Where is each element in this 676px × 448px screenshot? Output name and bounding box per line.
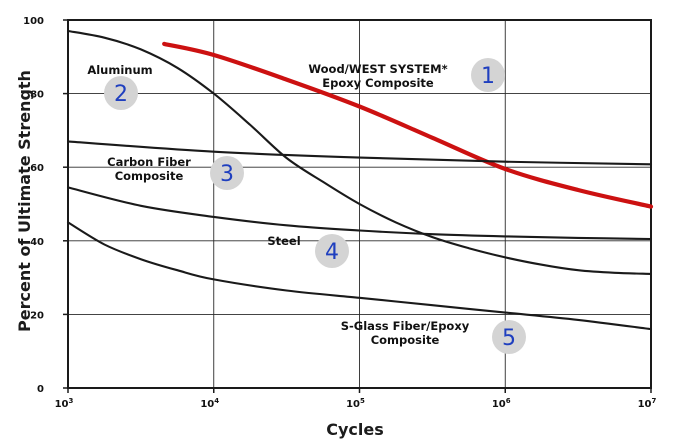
badge-circle: [104, 76, 138, 110]
x-tick-label: 107: [638, 397, 657, 410]
series-label-line: S-Glass Fiber/Epoxy: [341, 319, 470, 333]
badge-5: 5: [492, 320, 526, 354]
badge-2: 2: [104, 76, 138, 110]
badge-number: 1: [481, 64, 495, 89]
y-tick-label: 20: [30, 310, 44, 321]
y-tick-label: 80: [30, 90, 44, 101]
series-label-line: Wood/WEST SYSTEM*: [308, 62, 447, 76]
y-tick-label: 100: [23, 16, 44, 27]
series-label-5: S-Glass Fiber/Epoxy Composite: [341, 319, 470, 347]
badge-number: 3: [220, 162, 234, 187]
number-badges: 1 2 3 4 5: [104, 58, 526, 354]
x-tick-label: 106: [492, 397, 511, 410]
badge-number: 4: [325, 240, 339, 265]
badge-1: 1: [471, 58, 505, 92]
series-label-line: Aluminum: [87, 63, 152, 77]
series-line-2: [66, 29, 653, 275]
x-axis-title: Cycles: [326, 420, 384, 439]
series-label-4: Steel: [267, 234, 300, 248]
series-label-1: Wood/WEST SYSTEM* Epoxy Composite: [308, 62, 447, 90]
series-label-line: Carbon Fiber: [107, 155, 191, 169]
badge-circle: [492, 320, 526, 354]
y-tick-label: 60: [30, 163, 44, 174]
y-tick-label: 0: [37, 384, 44, 395]
badge-number: 2: [114, 82, 128, 107]
series-label-line: Steel: [267, 234, 300, 248]
badge-3: 3: [210, 156, 244, 190]
badge-4: 4: [315, 234, 349, 268]
series-line-5: [66, 221, 653, 331]
badge-circle: [315, 234, 349, 268]
series-label-line: Composite: [115, 169, 184, 183]
x-tick-label: 105: [346, 397, 365, 410]
series-line-1: [162, 41, 654, 209]
series-label-line: Composite: [371, 333, 440, 347]
x-tick-label: 104: [200, 397, 219, 410]
badge-circle: [210, 156, 244, 190]
badge-circle: [471, 58, 505, 92]
series-line-4: [66, 186, 653, 241]
tick-labels: 0 20 40 60 80 100 103 104 105 106 107: [23, 16, 656, 410]
series-lines: [66, 29, 654, 331]
plot-frame: [63, 19, 652, 393]
series-labels: Wood/WEST SYSTEM* Epoxy Composite Aluminum…: [87, 62, 469, 347]
y-tick-label: 40: [30, 237, 44, 248]
series-label-line: Epoxy Composite: [322, 76, 434, 90]
series-line-3: [66, 140, 653, 166]
series-label-3: Carbon Fiber Composite: [107, 155, 191, 183]
y-axis-title: Percent of Ultimate Strength: [15, 70, 34, 332]
badge-number: 5: [502, 326, 516, 351]
x-tick-label: 103: [55, 397, 74, 410]
series-label-2: Aluminum: [87, 63, 152, 77]
